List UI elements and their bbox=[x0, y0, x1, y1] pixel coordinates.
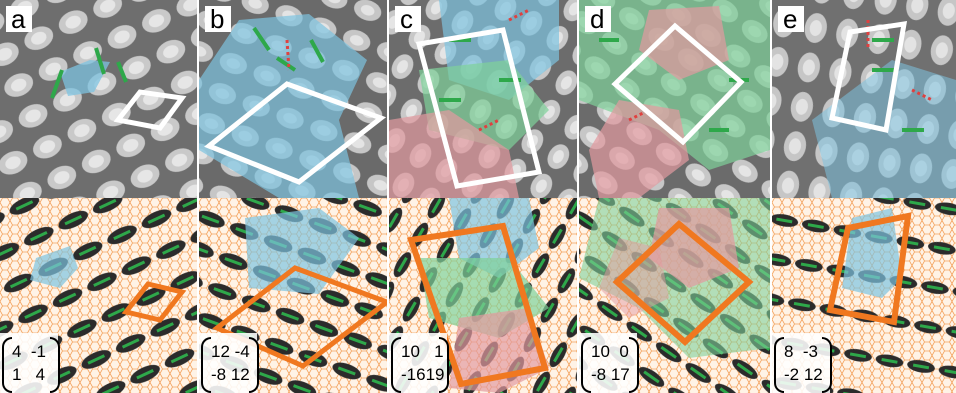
matrix-row-2: -8 17 bbox=[591, 365, 630, 384]
panel-label-e: e bbox=[778, 6, 804, 32]
stm-panel-e: e bbox=[772, 0, 956, 198]
matrix-b: 12 -4 -8 12 bbox=[199, 333, 259, 393]
matrix-e: 8 -3 -2 12 bbox=[772, 333, 832, 393]
matrix-bracket-left bbox=[774, 337, 784, 393]
model-panel-e: 8 -3 -2 12 bbox=[772, 198, 956, 393]
matrix-bracket-right bbox=[822, 337, 832, 393]
matrix-bracket-left bbox=[2, 337, 12, 393]
matrix-row-2: -2 12 bbox=[784, 365, 823, 384]
matrix-bracket-left bbox=[581, 337, 591, 393]
matrix-row-1: 8 -3 bbox=[784, 342, 819, 361]
matrix-row-1: 10 0 bbox=[591, 342, 629, 361]
model-panel-b: 12 -4 -8 12 bbox=[199, 198, 387, 393]
matrix-bracket-left bbox=[391, 337, 401, 393]
matrix-bracket-right bbox=[249, 337, 259, 393]
matrix-d: 10 0 -8 17 bbox=[579, 333, 639, 393]
matrix-row-1: 12 -4 bbox=[211, 342, 250, 361]
model-panel-c: 10 1 -1619 bbox=[389, 198, 577, 393]
stm-panel-b: b bbox=[199, 0, 387, 198]
matrix-c: 10 1 -1619 bbox=[389, 333, 449, 393]
matrix-row-1: 4 -1 bbox=[12, 342, 47, 361]
matrix-row-2: 1 4 bbox=[12, 365, 46, 384]
matrix-row-1: 10 1 bbox=[401, 342, 444, 361]
stm-panel-c: c bbox=[389, 0, 577, 198]
panel-label-b: b bbox=[205, 6, 231, 32]
matrix-row-2: -8 12 bbox=[211, 365, 250, 384]
matrix-bracket-left bbox=[201, 337, 211, 393]
model-panel-a: 4 -1 1 4 bbox=[0, 198, 197, 393]
model-panel-d: 10 0 -8 17 bbox=[579, 198, 770, 393]
panel-label-a: a bbox=[6, 6, 32, 32]
matrix-bracket-right bbox=[50, 337, 60, 393]
panel-label-c: c bbox=[395, 6, 421, 32]
matrix-bracket-right bbox=[439, 337, 449, 393]
matrix-row-2: -1619 bbox=[401, 365, 445, 384]
matrix-bracket-right bbox=[629, 337, 639, 393]
matrix-a: 4 -1 1 4 bbox=[0, 333, 60, 393]
stm-panel-a: a bbox=[0, 0, 197, 198]
stm-panel-d: d bbox=[579, 0, 770, 198]
panel-label-d: d bbox=[585, 6, 611, 32]
